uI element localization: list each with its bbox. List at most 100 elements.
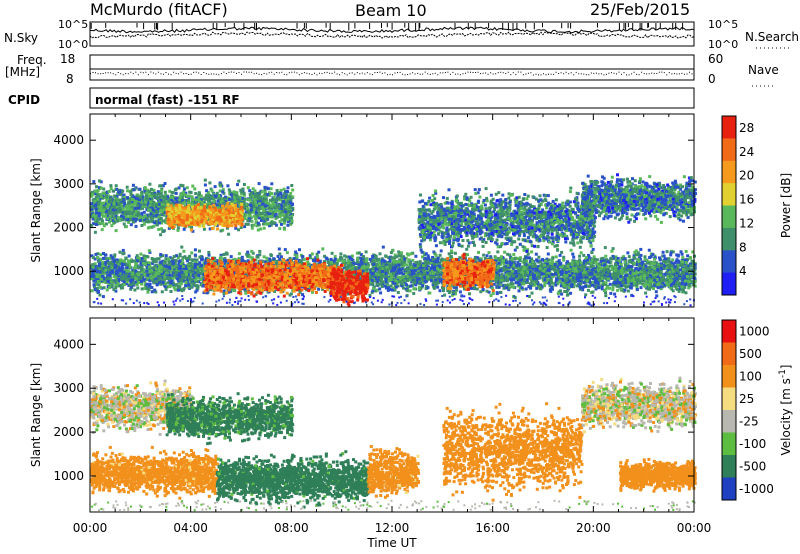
data-cell (160, 290, 164, 294)
data-cell (127, 269, 131, 273)
data-cell (119, 284, 123, 287)
data-cell (351, 259, 355, 263)
data-cell (405, 252, 409, 256)
data-cell (665, 250, 669, 254)
data-cell (667, 260, 671, 264)
data-cell (550, 287, 554, 291)
data-cell (526, 252, 530, 256)
data-cell (680, 252, 684, 256)
data-cell (414, 283, 418, 287)
data-cell (108, 272, 112, 275)
data-cell (416, 280, 420, 284)
data-cell (130, 260, 134, 263)
data-cell (151, 275, 155, 278)
data-cell (155, 265, 159, 269)
data-cell (494, 272, 498, 276)
data-cell (269, 254, 273, 257)
data-cell (140, 268, 144, 272)
data-cell (529, 260, 532, 264)
data-cell (181, 258, 184, 262)
data-cell (310, 252, 314, 256)
data-cell (496, 281, 500, 285)
data-cell (466, 253, 469, 257)
data-cell (314, 256, 318, 260)
data-cell (129, 270, 133, 274)
data-cell (654, 265, 658, 269)
data-cell (654, 261, 658, 265)
data-cell (626, 251, 630, 255)
data-cell (400, 251, 403, 255)
data-cell (579, 272, 583, 275)
data-cell (98, 279, 102, 283)
data-cell (265, 256, 269, 260)
freq-left-label-1: Freq. (17, 53, 47, 67)
data-cell (140, 287, 144, 291)
data-cell (648, 256, 652, 259)
data-cell (293, 253, 297, 257)
data-cell (278, 252, 282, 256)
data-cell (651, 252, 655, 256)
data-cell (173, 284, 176, 288)
data-cell (637, 264, 641, 268)
data-cell (402, 260, 406, 264)
data-cell (138, 259, 142, 263)
data-cell (189, 280, 193, 284)
data-cell (421, 272, 425, 276)
data-cell (618, 278, 622, 282)
data-cell (660, 262, 664, 266)
data-cell (436, 256, 440, 260)
data-cell (647, 283, 651, 287)
data-cell (573, 273, 577, 277)
data-cell (386, 288, 390, 292)
data-cell (95, 264, 99, 268)
data-cell (151, 258, 155, 262)
data-cell (432, 285, 436, 289)
data-cell (91, 256, 95, 260)
data-cell (357, 251, 361, 255)
data-cell (587, 284, 591, 288)
data-cell (396, 266, 400, 270)
data-cell (573, 264, 577, 268)
data-cell (140, 257, 144, 260)
data-cell (176, 256, 180, 260)
data-cell (520, 265, 524, 269)
data-cell (136, 256, 140, 260)
data-cell (335, 261, 339, 265)
data-cell (618, 275, 622, 278)
data-cell (330, 251, 334, 255)
data-cell (152, 260, 155, 264)
data-cell (658, 258, 662, 262)
data-cell (393, 253, 397, 257)
data-cell (513, 265, 517, 269)
data-cell (402, 263, 406, 267)
data-cell (402, 286, 405, 290)
data-cell (587, 253, 590, 257)
data-cell (656, 286, 660, 290)
data-cell (431, 283, 435, 287)
data-cell (539, 264, 543, 268)
data-cell (511, 266, 515, 270)
data-cell (184, 270, 188, 274)
data-cell (635, 285, 639, 289)
data-cell (594, 285, 598, 289)
data-cell (393, 256, 397, 260)
noise-tick-right-top: 10^5 (708, 18, 738, 31)
data-cell (551, 261, 555, 265)
data-cell (455, 288, 459, 292)
data-cell (359, 253, 363, 256)
data-cell (374, 264, 378, 268)
data-cell (690, 262, 694, 265)
data-cell (173, 261, 177, 265)
data-cell (93, 257, 97, 261)
data-cell (131, 268, 135, 272)
data-cell (97, 257, 101, 261)
data-cell (578, 254, 582, 258)
data-cell (394, 270, 398, 274)
data-cell (175, 254, 178, 258)
data-cell (537, 275, 541, 278)
data-cell (650, 262, 654, 266)
data-cell (118, 250, 122, 254)
data-cell (393, 288, 397, 292)
data-cell (575, 275, 579, 279)
